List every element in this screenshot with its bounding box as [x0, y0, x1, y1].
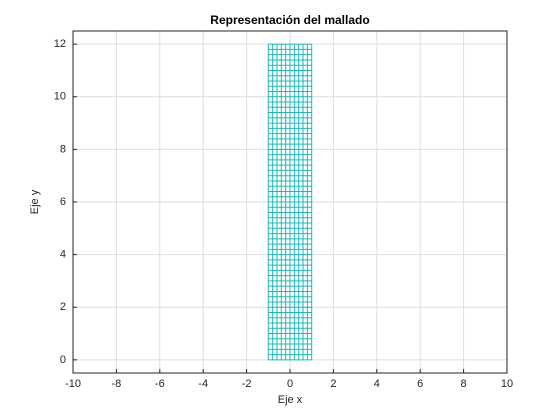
x-tick-label: -8	[112, 378, 122, 390]
chart-title: Representación del mallado	[210, 13, 369, 27]
x-tick-label: -2	[242, 378, 252, 390]
y-tick-label: 4	[60, 249, 66, 261]
x-tick-label: -4	[198, 378, 208, 390]
y-axis-label: Eje y	[29, 189, 41, 214]
y-tick-label: 2	[60, 301, 66, 313]
y-tick-label: 6	[60, 196, 66, 208]
x-tick-label: -10	[65, 378, 81, 390]
y-tick-label: 0	[60, 354, 66, 366]
x-tick-label: 0	[287, 378, 293, 390]
x-tick-label: 2	[330, 378, 336, 390]
x-axis-label: Eje x	[278, 394, 303, 406]
y-tick-label: 12	[54, 38, 66, 50]
x-tick-label: 4	[374, 378, 380, 390]
axes-box	[72, 30, 508, 374]
x-tick-label: -6	[155, 378, 165, 390]
y-tick-label: 8	[60, 143, 66, 155]
x-tick-label: 6	[417, 378, 423, 390]
x-tick-label: 10	[501, 378, 513, 390]
x-tick-label: 8	[461, 378, 467, 390]
y-tick-label: 10	[54, 91, 66, 103]
